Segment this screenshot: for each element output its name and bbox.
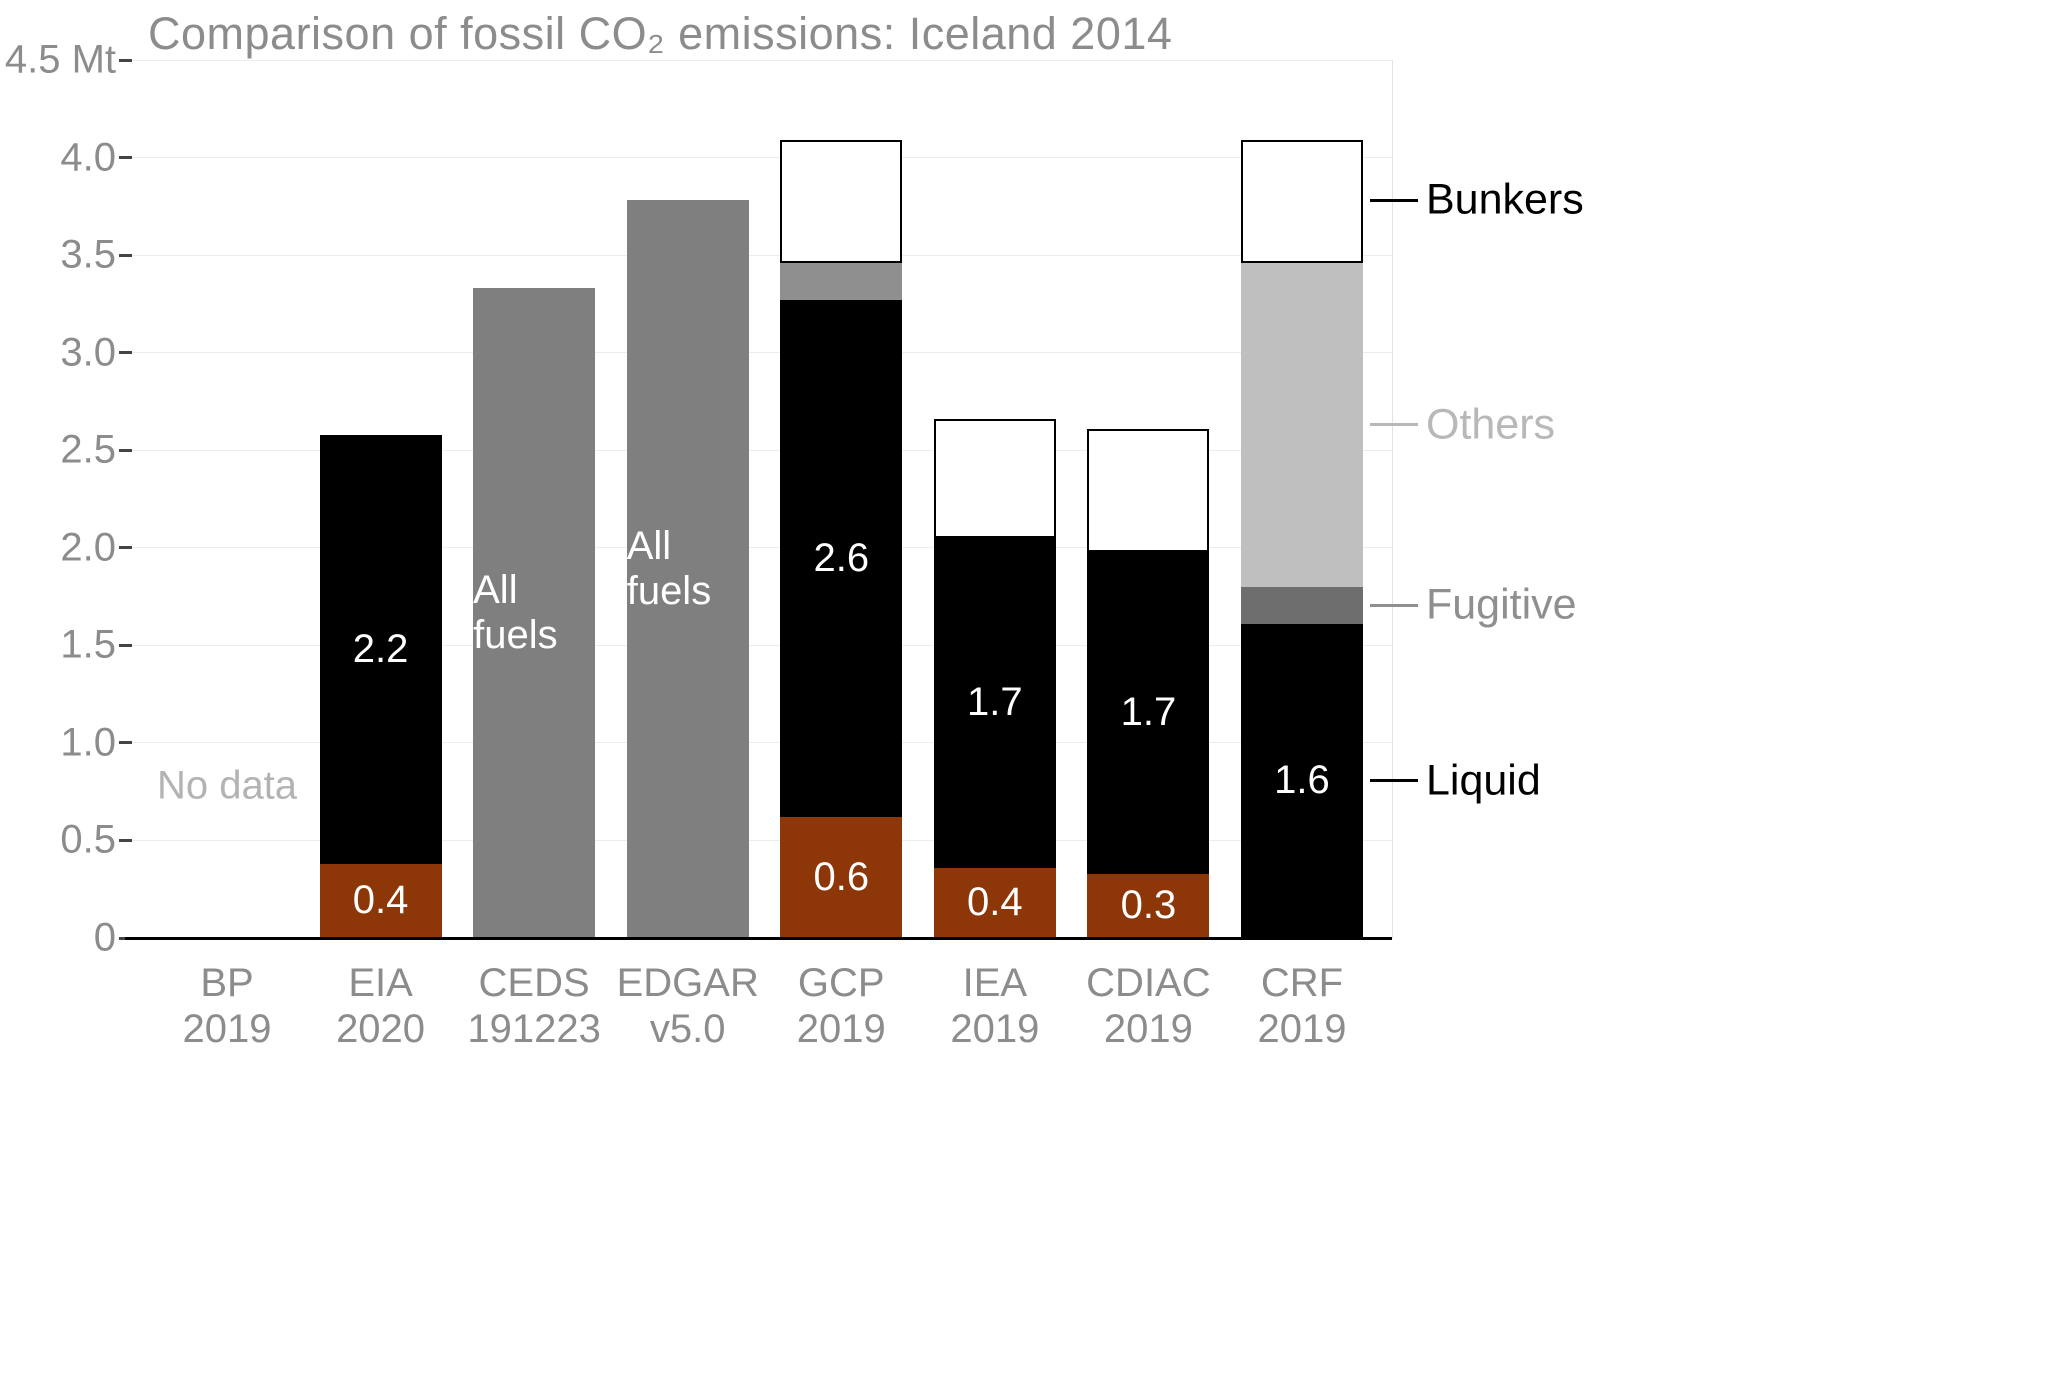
- y-tick-mark: [119, 253, 132, 257]
- gridline: [130, 839, 1392, 841]
- leader-line-liquid: [1370, 779, 1418, 783]
- y-tick-label: 3.5: [60, 232, 116, 277]
- x-tick-label-year: 2019: [1257, 1007, 1347, 1051]
- bar-value-label: 0.4: [967, 880, 1023, 925]
- bar-segment-brown: 0.4: [319, 863, 442, 938]
- x-tick-label-crf: CRF 2019: [1192, 960, 1412, 1052]
- bar-segment-brown: 0.3: [1087, 873, 1210, 938]
- y-tick-mark: [119, 156, 132, 160]
- y-tick-mark: [119, 58, 132, 62]
- x-tick-label-name: CRF: [1260, 961, 1344, 1005]
- y-tick-label: 4.5 Mt: [4, 37, 116, 82]
- y-tick-mark: [119, 741, 132, 745]
- x-tick-label-year: v5.0: [649, 1007, 726, 1051]
- x-tick-label-year: 191223: [467, 1007, 601, 1051]
- x-tick-label-year: 2019: [1103, 1007, 1193, 1051]
- bar-segment-brown: 0.6: [780, 817, 903, 938]
- bar-segment-others: [780, 262, 903, 300]
- x-tick-label-name: CEDS: [478, 961, 590, 1005]
- bar-value-label: 2.6: [813, 536, 870, 580]
- x-axis-line: [125, 937, 1392, 940]
- right-label-others: Others: [1426, 400, 1556, 449]
- bar-segment-liquid: 2.2: [319, 434, 442, 864]
- x-tick-label-edgar: EDGAR v5.0: [578, 960, 798, 1052]
- y-tick-mark: [119, 448, 132, 452]
- y-tick-label: 0.5: [60, 817, 116, 862]
- x-tick-label-name: EIA: [348, 961, 413, 1005]
- bar-value-label: 1.7: [1120, 690, 1177, 735]
- gridline: [130, 742, 1392, 744]
- bar-value-label: 1.7: [967, 680, 1023, 725]
- gridline: [130, 352, 1392, 354]
- x-tick-label-year: 2019: [796, 1007, 886, 1051]
- x-tick-label-ceds: CEDS 191223: [424, 960, 644, 1052]
- y-tick-mark: [119, 838, 132, 842]
- bar-segment-others: [1240, 262, 1363, 587]
- gridline: [130, 254, 1392, 256]
- bar-segment-liquid: 1.6: [1240, 623, 1363, 938]
- bar-segment-bunkers: [1240, 139, 1363, 263]
- y-tick-label: 0: [93, 915, 116, 960]
- leader-line-fugitive: [1370, 603, 1418, 607]
- x-tick-label-iea: IEA 2019: [885, 960, 1105, 1052]
- leader-line-bunkers: [1370, 198, 1418, 202]
- bar-segment-fugitive: [1240, 586, 1363, 624]
- bar-segment-liquid: 1.7: [1087, 551, 1210, 874]
- x-tick-label-cdiac: CDIAC 2019: [1038, 960, 1258, 1052]
- x-tick-label-name: EDGAR: [616, 961, 759, 1005]
- x-tick-label-year: 2020: [336, 1007, 426, 1051]
- x-tick-label-bp: BP 2019: [117, 960, 337, 1052]
- y-tick-label: 1.0: [60, 720, 116, 765]
- x-tick-label-gcp: GCP 2019: [731, 960, 951, 1052]
- x-tick-label-year: 2019: [950, 1007, 1040, 1051]
- gridline: [130, 547, 1392, 549]
- y-tick-mark: [119, 351, 132, 355]
- y-tick-label: 1.5: [60, 622, 116, 667]
- right-label-fugitive: Fugitive: [1426, 580, 1577, 629]
- x-tick-label-name: GCP: [797, 961, 885, 1005]
- gridline: [130, 59, 1392, 61]
- y-tick-label: 4.0: [60, 135, 116, 180]
- y-tick-label: 2.5: [60, 427, 116, 472]
- bar-segment-all-fuels: All fuels: [626, 200, 749, 938]
- y-tick-mark: [119, 546, 132, 550]
- bar-value-label: 0.3: [1120, 883, 1177, 928]
- gridline: [130, 157, 1392, 159]
- y-tick-label: 3.0: [60, 330, 116, 375]
- bar-segment-all-fuels: All fuels: [473, 288, 596, 938]
- bar-value-label: 2.2: [352, 626, 409, 671]
- x-tick-label-eia: EIA 2020: [271, 960, 491, 1052]
- bar-segment-bunkers: [933, 419, 1056, 539]
- bar-segment-liquid: 1.7: [933, 538, 1056, 868]
- bar-value-label: All fuels: [626, 524, 712, 614]
- x-tick-label-year: 2019: [182, 1007, 272, 1051]
- bar-value-label: 0.6: [813, 855, 870, 899]
- gridline: [130, 644, 1392, 646]
- x-tick-label-name: BP: [200, 961, 254, 1005]
- gridline: [130, 449, 1392, 451]
- x-tick-label-name: IEA: [962, 961, 1028, 1005]
- bar-value-label: 1.6: [1274, 758, 1330, 803]
- bar-value-label: 0.4: [352, 878, 409, 923]
- right-label-bunkers: Bunkers: [1426, 175, 1584, 224]
- bar-segment-bunkers: [780, 139, 903, 263]
- bar-annotation-no-data: No data: [156, 763, 298, 808]
- x-tick-label-name: CDIAC: [1086, 961, 1211, 1005]
- bar-segment-brown: 0.4: [933, 867, 1056, 938]
- leader-line-others: [1370, 423, 1418, 427]
- bar-segment-liquid: 2.6: [780, 299, 903, 818]
- plot-right-border: [1392, 60, 1393, 938]
- chart-title: Comparison of fossil CO₂ emissions: Icel…: [148, 8, 1173, 59]
- y-tick-mark: [119, 643, 132, 647]
- bar-segment-bunkers: [1087, 428, 1210, 552]
- y-tick-label: 2.0: [60, 525, 116, 570]
- right-label-liquid: Liquid: [1426, 756, 1541, 805]
- bar-value-label: All fuels: [473, 568, 558, 658]
